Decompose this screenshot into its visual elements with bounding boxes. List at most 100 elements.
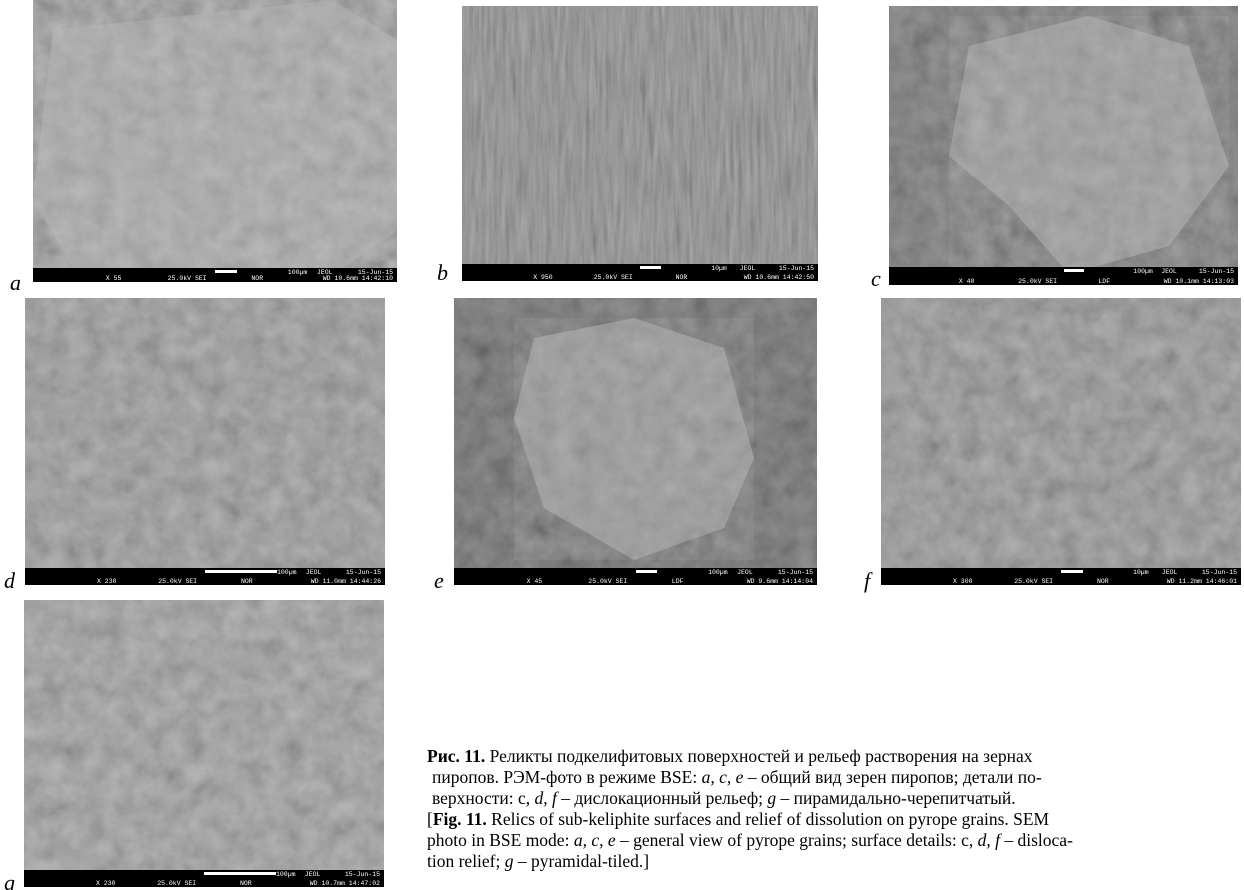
maker: JEOL: [306, 569, 322, 576]
sem-image: [462, 6, 818, 264]
magnification: X 230: [97, 578, 117, 585]
maker: JEOL: [740, 265, 756, 272]
caption-text: верхности: с,: [432, 788, 535, 808]
scale-text: 100µm: [1133, 268, 1153, 275]
panel-label: c: [871, 268, 881, 290]
caption-text: Relics of sub-keliphite surfaces and rel…: [487, 809, 1049, 829]
info-bar: X 950 25.0kV SEI NOR WD 10.6mm 14:42:50 10µm…: [462, 264, 818, 281]
magnification: X 40: [959, 278, 975, 285]
caption-text: пиропов. РЭМ-фото в режиме BSE:: [432, 767, 702, 787]
sem-panel: X 950 25.0kV SEI NOR WD 10.6mm 14:42:50 10µm…: [462, 6, 818, 281]
caption-line: верхности: с, d, f – дислокационный рель…: [432, 788, 1016, 809]
date: 15-Jun-15: [1199, 268, 1234, 275]
mode: NOR: [1097, 578, 1109, 585]
caption-text: photo in BSE mode:: [427, 830, 574, 850]
caption-text: d, f: [535, 788, 557, 808]
grain-texture: [33, 0, 397, 268]
panel-label: e: [434, 570, 444, 592]
working-distance: WD 10.7mm 14:47:02: [310, 880, 380, 887]
mode: LDF: [672, 578, 684, 585]
date: 15-Jun-15: [779, 265, 814, 272]
sem-panel: X 55 25.0kV SEI NOR WD 10.6mm 14:42:10 100µm…: [33, 0, 397, 282]
magnification: X 950: [533, 274, 553, 281]
sem-panel: X 40 25.0kV SEI LDF WD 10.1mm 14:13:03 100µm…: [889, 6, 1238, 285]
voltage: 25.0kV SEI: [168, 275, 207, 282]
voltage: 25.0kV SEI: [594, 274, 633, 281]
sem-image: [24, 600, 384, 870]
panel-label: d: [4, 570, 15, 592]
magnification: X 55: [106, 275, 122, 282]
caption-text: – pyramidal-tiled.]: [514, 851, 650, 871]
caption-text: d, f: [978, 830, 1000, 850]
caption-text: – дислокационный рельеф;: [557, 788, 768, 808]
scale-text: 100µm: [277, 569, 297, 576]
caption-text: Рис. 11.: [427, 746, 485, 766]
caption-line: [Fig. 11. Relics of sub-keliphite surfac…: [427, 809, 1049, 830]
caption-text: – пирамидально-черепитчатый.: [776, 788, 1015, 808]
working-distance: WD 10.1mm 14:13:03: [1164, 278, 1234, 285]
scale-bar: [636, 570, 658, 573]
panel-label: f: [864, 570, 870, 592]
sem-panel: X 300 25.0kV SEI NOR WD 11.2mm 14:46:01 10µm…: [881, 298, 1241, 585]
scale-text: 10µm: [711, 265, 727, 272]
date: 15-Jun-15: [346, 569, 381, 576]
caption-text: Реликты подкелифитовых поверхностей и ре…: [485, 746, 1032, 766]
scale-bar: [640, 266, 661, 269]
scale-bar: [205, 570, 277, 573]
caption-text: – disloca-: [1000, 830, 1073, 850]
texture: [881, 298, 1241, 568]
caption-text: – общий вид зерен пиропов; детали по-: [743, 767, 1041, 787]
voltage: 25.0kV SEI: [1018, 278, 1057, 285]
panel-label: b: [437, 262, 448, 284]
caption-text: – general view of pyrope grains; surface…: [616, 830, 978, 850]
scale-text: 100µm: [276, 871, 296, 878]
date: 15-Jun-15: [778, 569, 813, 576]
sem-image: [454, 298, 817, 568]
working-distance: WD 10.6mm 14:42:10: [323, 275, 393, 282]
caption-text: a, c, e: [574, 830, 616, 850]
magnification: X 230: [96, 880, 116, 887]
voltage: 25.0kV SEI: [157, 880, 196, 887]
mode: NOR: [241, 578, 253, 585]
maker: JEOL: [1161, 268, 1177, 275]
scale-text: 100µm: [288, 269, 308, 276]
working-distance: WD 10.6mm 14:42:50: [744, 274, 814, 281]
caption-line: photo in BSE mode: a, c, e – general vie…: [427, 830, 1073, 851]
caption-text: g: [767, 788, 776, 808]
sem-image: [889, 6, 1238, 267]
maker: JEOL: [1162, 569, 1178, 576]
sem-image: [881, 298, 1241, 568]
voltage: 25.0kV SEI: [1014, 578, 1053, 585]
mode: NOR: [251, 275, 263, 282]
info-bar: X 300 25.0kV SEI NOR WD 11.2mm 14:46:01 10µm…: [881, 568, 1241, 585]
magnification: X 45: [527, 578, 543, 585]
texture: [462, 6, 818, 264]
voltage: 25.0kV SEI: [158, 578, 197, 585]
mode: NOR: [676, 274, 688, 281]
magnification: X 300: [953, 578, 973, 585]
sem-image: [25, 298, 385, 568]
date: 15-Jun-15: [345, 871, 380, 878]
scale-bar: [215, 270, 237, 273]
voltage: 25.0kV SEI: [588, 578, 627, 585]
caption-text: tion relief;: [427, 851, 505, 871]
caption-line: Рис. 11. Реликты подкелифитовых поверхно…: [427, 746, 1032, 767]
scale-bar: [204, 872, 276, 875]
texture: [24, 600, 384, 870]
caption-text: Fig. 11.: [433, 809, 487, 829]
mode: LDF: [1098, 278, 1110, 285]
maker: JEOL: [305, 871, 321, 878]
maker: JEOL: [737, 569, 753, 576]
date: 15-Jun-15: [1202, 569, 1237, 576]
page: X 55 25.0kV SEI NOR WD 10.6mm 14:42:10 100µm…: [0, 0, 1244, 890]
scale-text: 10µm: [1133, 569, 1149, 576]
panel-label: a: [10, 272, 21, 294]
panel-label: g: [4, 872, 15, 890]
caption-text: g: [505, 851, 514, 871]
working-distance: WD 11.2mm 14:46:01: [1167, 578, 1237, 585]
